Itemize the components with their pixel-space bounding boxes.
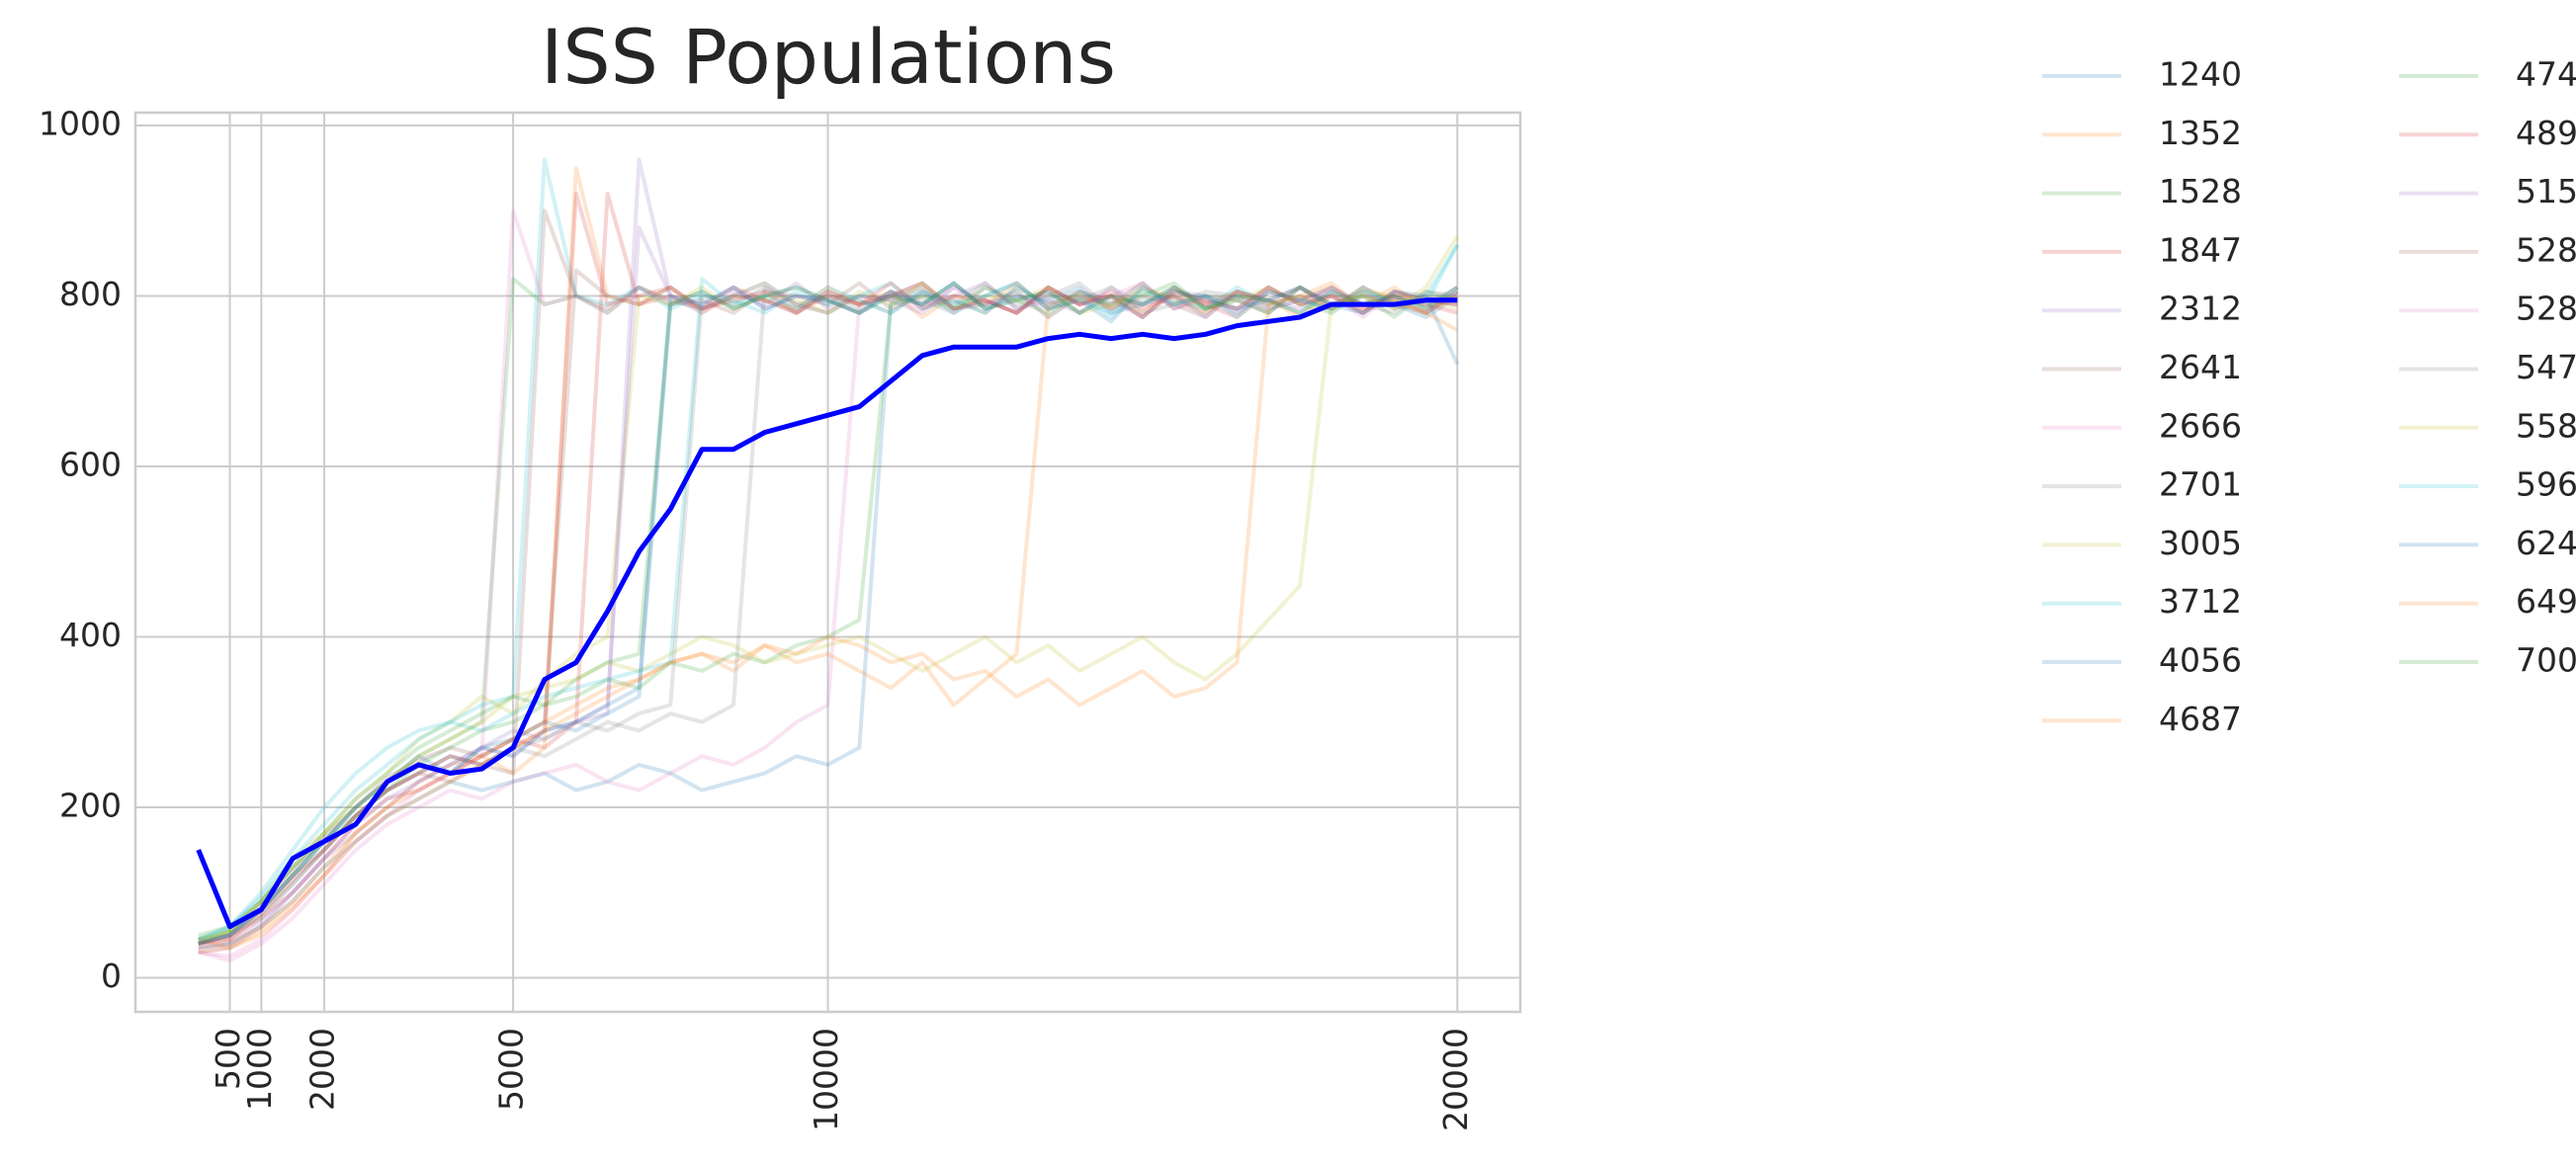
series-line	[198, 191, 1458, 946]
legend-label: 3712	[2159, 582, 2242, 621]
legend-label: 4896	[2516, 114, 2576, 152]
series-line	[198, 166, 1459, 951]
plot-frame	[133, 111, 1522, 1014]
legend-label: 5473	[2516, 348, 2576, 386]
series-line	[198, 225, 1459, 951]
series-line	[198, 157, 1459, 955]
legend-label: 1352	[2159, 114, 2242, 152]
series-line	[198, 191, 1458, 946]
x-tick-label: 1000	[240, 1028, 279, 1111]
series-line	[197, 281, 1458, 946]
x-tick-label: 500	[209, 1028, 247, 1090]
legend-label: 6499	[2516, 582, 2576, 621]
y-tick-label: 1000	[39, 104, 122, 142]
series-line	[197, 243, 1460, 942]
x-tick-label: 20000	[1436, 1028, 1475, 1131]
x-tick-label: 5000	[492, 1028, 531, 1111]
x-tick-label: 2000	[303, 1028, 342, 1111]
y-tick-label: 400	[59, 616, 122, 654]
legend-label: 4687	[2159, 700, 2242, 738]
legend-label: 5969	[2516, 465, 2576, 504]
legend-label: 5286	[2516, 290, 2576, 328]
legend-label: 5587	[2516, 406, 2576, 445]
legend-label: 2312	[2159, 290, 2242, 328]
legend-label: 2701	[2159, 465, 2242, 504]
series-line	[198, 285, 1459, 955]
series-line	[198, 281, 1458, 963]
legend-label: 6241	[2516, 524, 2576, 562]
series-line	[198, 277, 1458, 938]
series-line	[197, 157, 1460, 942]
series-line	[198, 235, 1460, 942]
x-tick-label: 10000	[807, 1028, 845, 1131]
series-line	[198, 281, 1458, 946]
legend-label: 1240	[2159, 55, 2242, 94]
series-line	[198, 281, 1459, 942]
series-line	[198, 281, 1459, 946]
chart-title: ISS Populations	[541, 13, 1116, 101]
legend-label: 3005	[2159, 524, 2242, 562]
series-line	[198, 208, 1459, 946]
mean-line	[196, 297, 1458, 930]
legend-label: 5150	[2516, 172, 2576, 210]
legend-label: 7003	[2516, 641, 2576, 680]
y-tick-label: 0	[101, 957, 122, 995]
series-line	[197, 281, 1458, 946]
series-line	[198, 281, 1459, 951]
series-line	[198, 281, 1459, 942]
legend-label: 2666	[2159, 406, 2242, 445]
legend-label: 2641	[2159, 348, 2242, 386]
legend-label: 1528	[2159, 172, 2242, 210]
y-tick-label: 200	[59, 786, 122, 824]
y-tick-label: 600	[59, 445, 122, 483]
y-tick-label: 800	[59, 275, 122, 313]
series-line	[198, 208, 1458, 959]
legend-label: 1847	[2159, 230, 2242, 269]
series-line	[198, 281, 1459, 951]
legend-label: 4056	[2159, 641, 2242, 680]
series-line	[198, 268, 1458, 946]
